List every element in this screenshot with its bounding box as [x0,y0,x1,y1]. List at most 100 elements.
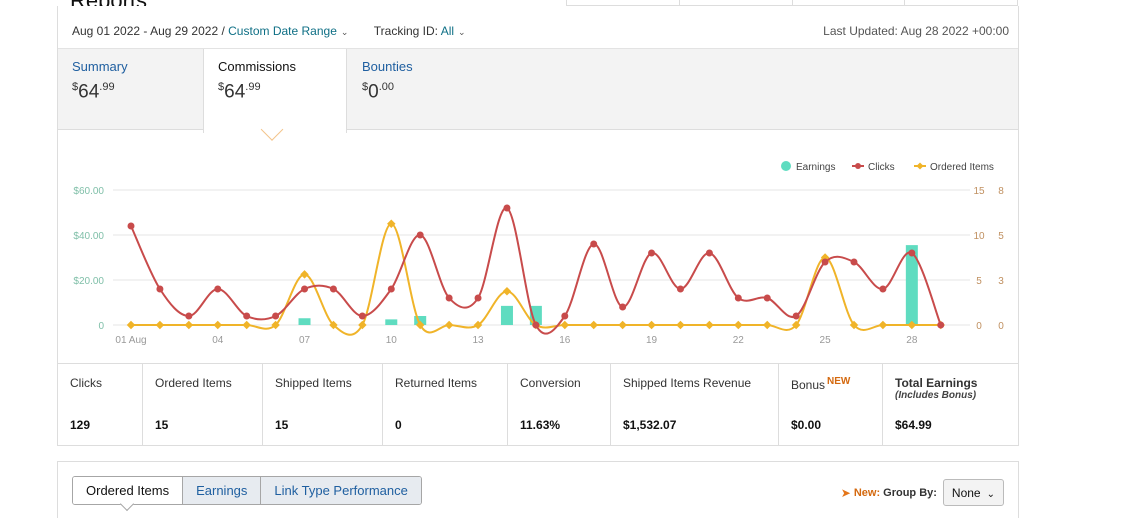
metric-label: Conversion [520,376,581,390]
y-tick-label: $40.00 [73,231,104,242]
clicks-point [243,312,251,320]
metrics-row: Clicks 129 Ordered Items 15 Shipped Item… [58,363,1018,445]
x-tick-label: 07 [299,335,311,346]
clicks-point [214,285,222,293]
tab-amount: $64.99 [218,81,261,103]
y-right-tick-label: 15 [973,186,985,197]
metric-value: $1,532.07 [623,418,677,432]
metric-shipped-revenue: Shipped Items Revenue $1,532.07 [611,364,779,445]
chevron-down-icon[interactable]: ⌄ [458,27,466,37]
y-tick-label: 0 [98,321,104,332]
tracking-id-dropdown[interactable]: All [440,24,455,38]
metric-label: Shipped Items [275,376,352,390]
ordered-items-point [762,320,772,330]
summary-card: Aug 01 2022 - Aug 29 2022 / Custom Date … [57,6,1019,446]
metric-value: 0 [395,418,402,432]
legend-label: Clicks [868,162,895,173]
metric-label: Returned Items [395,376,478,390]
y-right-tick-label: 8 [998,186,1004,197]
x-tick-label: 28 [906,335,918,346]
tracking-id-label: Tracking ID: [373,24,439,38]
clicks-point [416,231,424,239]
x-tick-label: 25 [820,335,832,346]
ordered-items-point [358,320,367,330]
clicks-point [127,222,135,230]
ordered-items-point [502,287,512,296]
y-right-tick-label: 5 [976,276,982,287]
group-by-select[interactable]: None ⌄ [942,479,1004,506]
clicks-point [387,285,395,293]
earnings-bar [905,245,918,325]
clicks-point [532,321,540,329]
last-updated: Last Updated: Aug 28 2022 +00:00 [823,24,1009,38]
group-by-control: ➤ New: Group By: None ⌄ [841,479,1004,506]
clicks-point [734,294,742,302]
metric-shipped-items: Shipped Items 15 [263,364,383,445]
clicks-point [301,285,309,293]
metric-total-earnings: Total Earnings (Includes Bonus) $64.99 [883,364,1018,445]
tab-summary[interactable]: Summary $64.99 [58,49,203,131]
chevron-down-icon[interactable]: ⌄ [340,27,349,37]
ordered-items-point [907,320,917,330]
clicks-point [329,285,337,293]
group-by-label: Group By: [883,486,937,499]
segment-earnings[interactable]: Earnings [183,477,262,504]
date-range-text: Aug 01 2022 - Aug 29 2022 / [72,24,225,38]
metric-value: $0.00 [791,418,822,432]
y-tick-label: $60.00 [73,186,104,197]
clicks-point [474,294,482,302]
clicks-point [792,312,800,320]
ordered-items-point [791,320,801,330]
ordered-items-point [415,320,425,330]
ordered-items-point [300,270,309,279]
clicks-point [763,294,771,302]
metric-value: 15 [275,418,289,432]
tab-amount: $64.99 [72,81,115,103]
x-tick-label: 04 [212,335,224,346]
tab-label: Bounties [362,59,413,74]
clicks-point [908,249,916,257]
ordered-items-point [213,320,223,330]
x-tick-label: 16 [559,335,571,346]
tab-label: Commissions [218,59,297,74]
x-tick-label: 13 [472,335,484,346]
earnings-bar [500,305,513,325]
y-right-tick-label: 5 [998,231,1004,242]
summary-tabs: Summary $64.99 Commissions $64.99 Bounti… [58,48,1018,133]
earnings-bar [385,319,398,325]
metric-returned-items: Returned Items 0 [383,364,508,445]
metric-clicks: Clicks 129 [58,364,143,445]
ordered-items-point [676,320,685,330]
custom-date-range-link[interactable]: Custom Date Range [228,24,337,38]
metric-value: 15 [155,418,169,432]
metric-ordered-items: Ordered Items 15 [143,364,263,445]
x-tick-label: 22 [733,335,745,346]
clicks-point [676,285,684,293]
clicks-point [156,285,164,293]
clicks-point [445,294,453,302]
tab-bounties[interactable]: Bounties $0.00 [348,49,493,131]
ordered-items-point [560,320,570,330]
segment-link-type-performance[interactable]: Link Type Performance [261,477,421,504]
clicks-point [619,303,627,311]
x-tick-label: 01 Aug [115,335,146,346]
report-tabs-strip [566,0,1018,6]
clicks-point [821,258,829,266]
tab-commissions[interactable]: Commissions $64.99 [203,49,347,133]
ordered-items-point [155,320,165,330]
y-right-tick-label: 10 [973,231,985,242]
clicks-point [503,204,511,212]
rocket-icon: ➤ [840,485,851,500]
x-tick-label: 10 [386,335,398,346]
y-right-tick-label: 3 [998,276,1004,287]
ordered-items-point [444,320,454,330]
metric-value: 11.63% [520,418,561,432]
ordered-items-point [271,320,280,330]
metric-value: 129 [70,418,91,432]
metric-value: $64.99 [895,418,932,432]
ordered-items-point [387,219,396,228]
ordered-items-point [126,320,136,330]
clicks-point [358,312,366,320]
clicks-point [850,258,858,266]
metric-label: Bonus NEW [791,376,851,392]
